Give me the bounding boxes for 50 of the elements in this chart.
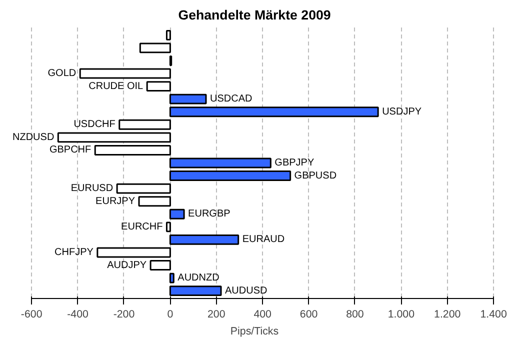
x-tick-label: 600: [300, 308, 318, 320]
bar: [169, 106, 379, 118]
y-tick-label: AUDUSD: [225, 285, 268, 296]
bar: [169, 170, 292, 182]
y-tick-label: USDCAD: [210, 94, 252, 105]
bar: [169, 208, 185, 220]
bar: [166, 222, 171, 232]
y-tick-label: GBPUSD: [294, 170, 337, 182]
y-tick-label: GBPJPY: [274, 158, 314, 168]
bar: [146, 81, 171, 92]
x-tick-label: 1.200: [434, 308, 461, 320]
x-tick-label: 1.000: [388, 308, 415, 320]
y-tick-label: USDCHF: [74, 119, 116, 130]
bar: [138, 196, 171, 207]
bar: [118, 119, 171, 130]
x-tick-label: -400: [67, 308, 89, 320]
x-tick-label: 200: [208, 308, 226, 320]
y-tick-label: AUDJPY: [107, 260, 147, 271]
bar: [96, 247, 171, 258]
bar: [116, 183, 171, 194]
y-tick-label: AUDNZD: [178, 272, 220, 284]
bar: [169, 94, 207, 104]
bar: [166, 30, 171, 40]
bar: [94, 144, 171, 156]
y-tick-label: EURUSD: [70, 183, 114, 194]
x-axis-title: Pips/Ticks: [230, 326, 279, 338]
x-tick-label: 0: [167, 308, 174, 320]
chart-title: Gehandelte Märkte 2009: [178, 8, 331, 22]
x-tick-label: -600: [20, 308, 42, 320]
y-tick-label: EURGBP: [188, 208, 231, 220]
bar: [150, 260, 171, 270]
y-tick-label: GBPCHF: [49, 144, 92, 156]
bar: [169, 234, 240, 245]
x-tick-label: 800: [346, 308, 364, 320]
x-tick-label: -200: [113, 308, 135, 320]
x-tick-label: 400: [254, 308, 272, 320]
y-tick-label: CRUDE OIL: [88, 80, 144, 92]
y-tick-label: USDJPY: [382, 106, 422, 118]
bar: [139, 42, 171, 54]
y-tick-label: EURCHF: [121, 221, 163, 232]
bar: [169, 158, 272, 168]
y-tick-label: EURAUD: [242, 234, 285, 246]
y-tick-label: NZDUSD: [12, 132, 54, 143]
y-tick-label: EURJPY: [96, 196, 136, 207]
bar: [57, 132, 171, 143]
y-tick-label: CHFJPY: [54, 246, 94, 258]
x-tick-label: 1.400: [480, 308, 507, 320]
y-tick-label: GOLD: [48, 68, 76, 80]
bar: [169, 272, 174, 284]
bar: [79, 68, 171, 79]
